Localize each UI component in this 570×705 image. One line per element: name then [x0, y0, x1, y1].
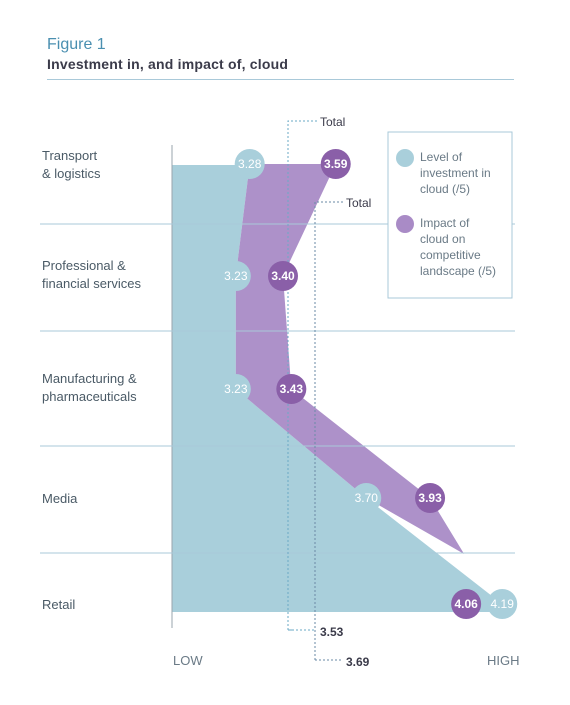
x-axis-low-label: LOW — [173, 653, 203, 668]
investment-point — [220, 374, 251, 404]
impact-point — [276, 374, 307, 404]
x-axis-high-label: HIGH — [487, 653, 520, 668]
impact-data-label: 3.43 — [280, 382, 304, 396]
legend-swatch-impact — [396, 215, 414, 233]
investment-data-label: 3.70 — [355, 491, 379, 505]
investment-data-label: 3.23 — [224, 269, 248, 283]
total-investment-value: 3.53 — [320, 625, 344, 639]
impact-area — [235, 164, 465, 554]
total-impact-line — [314, 201, 344, 660]
total-impact-value: 3.69 — [346, 655, 370, 669]
investment-data-label: 3.23 — [224, 382, 248, 396]
impact-point — [451, 589, 482, 619]
impact-point — [415, 483, 446, 513]
category-label: Manufacturing & pharmaceuticals — [42, 371, 137, 404]
category-label: Professional & financial services — [42, 258, 141, 291]
legend-label-investment: Level of investment in cloud (/5) — [420, 150, 491, 196]
impact-point — [268, 261, 298, 291]
category-label: Transport & logistics — [42, 148, 101, 181]
total-investment-line — [287, 120, 318, 630]
figure-title: Investment in, and impact of, cloud — [47, 56, 289, 72]
investment-point — [351, 483, 382, 513]
category-label: Retail — [42, 597, 75, 612]
title-divider — [47, 79, 514, 80]
impact-data-label: 4.06 — [454, 597, 478, 611]
investment-point — [487, 589, 518, 619]
legend-swatch-investment — [396, 149, 414, 167]
investment-point — [234, 149, 265, 179]
total-impact-label: Total — [346, 196, 371, 210]
legend-label-impact: Impact of cloud on competitive landscape (/… — [420, 216, 496, 278]
impact-data-label: 3.40 — [271, 269, 295, 283]
impact-data-label: 3.93 — [418, 491, 442, 505]
impact-data-label: 3.59 — [324, 157, 348, 171]
figure-label: Figure 1 — [47, 36, 106, 53]
investment-data-label: 3.28 — [238, 157, 262, 171]
category-label: Media — [42, 491, 78, 506]
investment-point — [220, 261, 251, 291]
investment-data-label: 4.19 — [491, 597, 515, 611]
total-investment-label: Total — [320, 115, 345, 129]
investment-area — [172, 164, 503, 612]
impact-point — [320, 149, 351, 179]
